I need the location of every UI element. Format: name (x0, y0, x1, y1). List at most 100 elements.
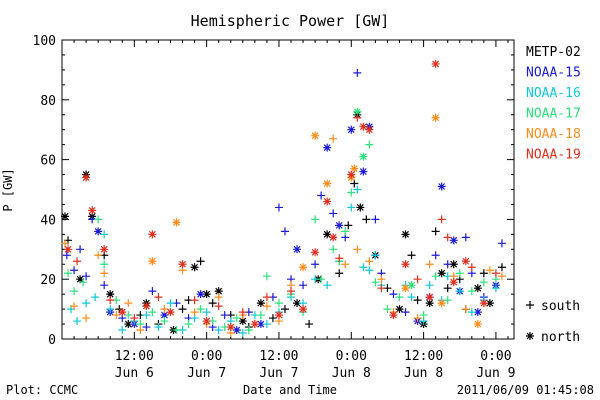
south-point (362, 215, 371, 224)
south-point (413, 275, 422, 284)
south-point (62, 251, 71, 260)
south-point (491, 269, 500, 278)
chart-title: Hemispheric Power [GW] (191, 12, 390, 30)
south-point (172, 326, 181, 335)
south-point (443, 284, 452, 293)
north-point (323, 179, 332, 188)
north-point (335, 221, 344, 230)
north-point (356, 203, 365, 212)
south-point (148, 287, 157, 296)
south-point (461, 233, 470, 242)
x-tick-time: 0:00 (191, 349, 222, 364)
south-point (491, 284, 500, 293)
south-point (353, 185, 362, 194)
north-point (76, 275, 85, 284)
north-point (148, 230, 157, 239)
south-point (196, 257, 205, 266)
south-point (160, 305, 169, 314)
series-metp-02 (61, 110, 506, 335)
south-point (350, 179, 359, 188)
north-point (437, 269, 446, 278)
north-point (425, 299, 434, 308)
footer-timestamp: 2011/06/09 01:45:08 (457, 383, 594, 397)
south-point (359, 263, 368, 272)
x-tick-date: Jun 7 (187, 366, 226, 381)
south-point (311, 260, 320, 269)
north-point (274, 311, 283, 320)
south-point (142, 323, 151, 332)
south-point (280, 227, 289, 236)
south-point (371, 251, 380, 260)
north-point (106, 290, 115, 299)
south-point (190, 308, 199, 317)
symbol-legend-label: north (541, 330, 580, 345)
north-point (389, 311, 398, 320)
south-point (443, 233, 452, 242)
south-point (347, 203, 356, 212)
legend-entry: NOAA-16 (526, 86, 581, 101)
south-point (214, 302, 223, 311)
south-point (497, 272, 506, 281)
south-point (329, 209, 338, 218)
south-point (401, 308, 410, 317)
south-point (130, 314, 139, 323)
north-point (329, 233, 338, 242)
north-point (425, 293, 434, 302)
legend-entry: NOAA-18 (526, 127, 581, 142)
south-point (148, 308, 157, 317)
north-point (311, 248, 320, 257)
south-point (443, 296, 452, 305)
north-point (347, 125, 356, 134)
south-point (268, 314, 277, 323)
north-point (473, 308, 482, 317)
south-point (214, 326, 223, 335)
north-point (350, 164, 359, 173)
south-point (160, 317, 169, 326)
x-tick-date: Jun 8 (332, 366, 371, 381)
south-point (311, 215, 320, 224)
south-point (395, 293, 404, 302)
north-point (323, 230, 332, 239)
south-point (467, 308, 476, 317)
north-point (148, 257, 157, 266)
y-tick-label: 0 (48, 333, 56, 348)
y-tick-label: 40 (40, 213, 56, 228)
north-point (347, 170, 356, 179)
south-point (455, 287, 464, 296)
series-noaa-19 (64, 59, 500, 332)
south-point (425, 260, 434, 269)
south-point (79, 278, 88, 287)
north-point (124, 320, 133, 329)
y-axis-label: P [GW] (1, 168, 15, 211)
south-point (287, 287, 296, 296)
north-point (232, 326, 241, 335)
south-point (341, 227, 350, 236)
south-point (190, 296, 199, 305)
south-point (124, 311, 133, 320)
south-point (443, 260, 452, 269)
south-point (244, 326, 253, 335)
north-point (431, 59, 440, 68)
south-point (100, 269, 109, 278)
south-point (178, 305, 187, 314)
y-tick-label: 100 (33, 34, 56, 49)
south-point (94, 215, 103, 224)
north-point (94, 227, 103, 236)
north-point (160, 311, 169, 320)
series-noaa-16 (67, 185, 500, 338)
south-point (419, 311, 428, 320)
north-point (178, 260, 187, 269)
south-point (353, 245, 362, 254)
south-point (365, 140, 374, 149)
north-point (365, 125, 374, 134)
north-point (473, 320, 482, 329)
north-point (473, 284, 482, 293)
south-point (154, 323, 163, 332)
south-point (377, 284, 386, 293)
north-point (256, 299, 265, 308)
south-point (353, 68, 362, 77)
south-point (431, 272, 440, 281)
x-tick-time: 0:00 (336, 349, 367, 364)
south-point (73, 317, 82, 326)
